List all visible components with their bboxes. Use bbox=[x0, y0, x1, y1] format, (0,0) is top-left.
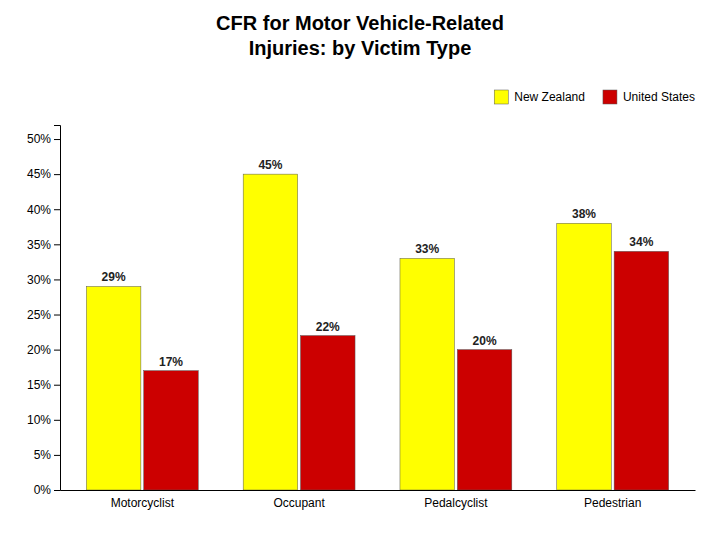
y-tick: 25% bbox=[27, 308, 60, 322]
bar bbox=[243, 174, 297, 490]
x-axis-line bbox=[61, 490, 696, 491]
y-tick: 10% bbox=[27, 413, 60, 427]
title-line: Injuries: by Victim Type bbox=[249, 37, 472, 59]
plot: 29% 45% 33% 38% 17% 22% 20% 34% 0% 5% 10% 15% 20% 25%… bbox=[27, 126, 696, 510]
y-tick: 35% bbox=[27, 238, 60, 252]
y-tick: 40% bbox=[27, 203, 60, 217]
data-labels: 29% 45% 33% 38% 17% 22% 20% 34% bbox=[102, 158, 654, 369]
bar bbox=[301, 336, 355, 490]
chart: CFR for Motor Vehicle-Related Injuries: b… bbox=[0, 0, 720, 540]
y-tick-label: 50% bbox=[27, 132, 51, 146]
y-tick: 5% bbox=[34, 448, 60, 462]
y-tick-label: 25% bbox=[27, 308, 51, 322]
x-tick-label: Motorcyclist bbox=[111, 496, 175, 510]
y-tick: 45% bbox=[27, 167, 60, 181]
y-tick-label: 0% bbox=[34, 483, 52, 497]
legend-item: New Zealand bbox=[494, 90, 585, 104]
y-tick-mark bbox=[54, 209, 60, 210]
y-axis: 0% 5% 10% 15% 20% 25% 30% 35% 40% 45% 50% bbox=[27, 126, 61, 498]
bar bbox=[457, 350, 511, 490]
data-label: 34% bbox=[629, 235, 653, 249]
y-tick-label: 45% bbox=[27, 167, 51, 181]
y-tick: 20% bbox=[27, 343, 60, 357]
y-tick-label: 20% bbox=[27, 343, 51, 357]
x-tick: Occupant bbox=[273, 496, 325, 510]
data-label: 45% bbox=[258, 158, 282, 172]
title: CFR for Motor Vehicle-Related Injuries: b… bbox=[216, 12, 504, 59]
y-tick-mark bbox=[54, 490, 60, 491]
y-tick-mark bbox=[54, 139, 60, 140]
y-tick-label: 30% bbox=[27, 273, 51, 287]
y-tick-mark bbox=[54, 174, 60, 175]
data-label: 29% bbox=[102, 270, 126, 284]
title-line: CFR for Motor Vehicle-Related bbox=[216, 12, 504, 34]
bar bbox=[86, 286, 140, 490]
y-tick-label: 10% bbox=[27, 413, 51, 427]
data-label: 20% bbox=[473, 334, 497, 348]
x-tick-label: Pedalcyclist bbox=[424, 496, 488, 510]
bar bbox=[614, 251, 668, 490]
legend-item: United States bbox=[603, 90, 695, 104]
legend: New Zealand United States bbox=[494, 90, 695, 104]
x-tick: Pedalcyclist bbox=[424, 496, 488, 510]
y-tick-label: 5% bbox=[34, 448, 52, 462]
legend-label: New Zealand bbox=[514, 90, 585, 104]
bar bbox=[144, 371, 198, 490]
data-label: 22% bbox=[316, 320, 340, 334]
data-label: 38% bbox=[572, 207, 596, 221]
y-tick: 0% bbox=[34, 483, 60, 497]
bar bbox=[400, 258, 454, 490]
x-tick: Pedestrian bbox=[584, 496, 641, 510]
y-tick: 15% bbox=[27, 378, 60, 392]
y-tick-label: 40% bbox=[27, 203, 51, 217]
legend-label: United States bbox=[623, 90, 695, 104]
y-tick: 50% bbox=[27, 132, 60, 146]
y-tick-mark bbox=[54, 315, 60, 316]
y-axis-line bbox=[54, 126, 61, 491]
y-tick-mark bbox=[54, 385, 60, 386]
x-axis: Motorcyclist Occupant Pedalcyclist Pedestri… bbox=[61, 491, 696, 510]
data-label: 17% bbox=[159, 355, 183, 369]
x-tick: Motorcyclist bbox=[111, 496, 175, 510]
bars bbox=[86, 174, 668, 490]
y-tick-mark bbox=[54, 455, 60, 456]
y-tick: 30% bbox=[27, 273, 60, 287]
legend-swatch bbox=[494, 90, 508, 104]
y-tick-mark bbox=[54, 279, 60, 280]
x-tick-label: Pedestrian bbox=[584, 496, 641, 510]
y-tick-label: 15% bbox=[27, 378, 51, 392]
y-tick-mark bbox=[54, 350, 60, 351]
x-tick-label: Occupant bbox=[273, 496, 325, 510]
y-tick-mark bbox=[54, 244, 60, 245]
bar bbox=[557, 223, 611, 490]
y-tick-mark bbox=[54, 420, 60, 421]
data-label: 33% bbox=[415, 242, 439, 256]
legend-swatch bbox=[603, 90, 617, 104]
y-tick-label: 35% bbox=[27, 238, 51, 252]
